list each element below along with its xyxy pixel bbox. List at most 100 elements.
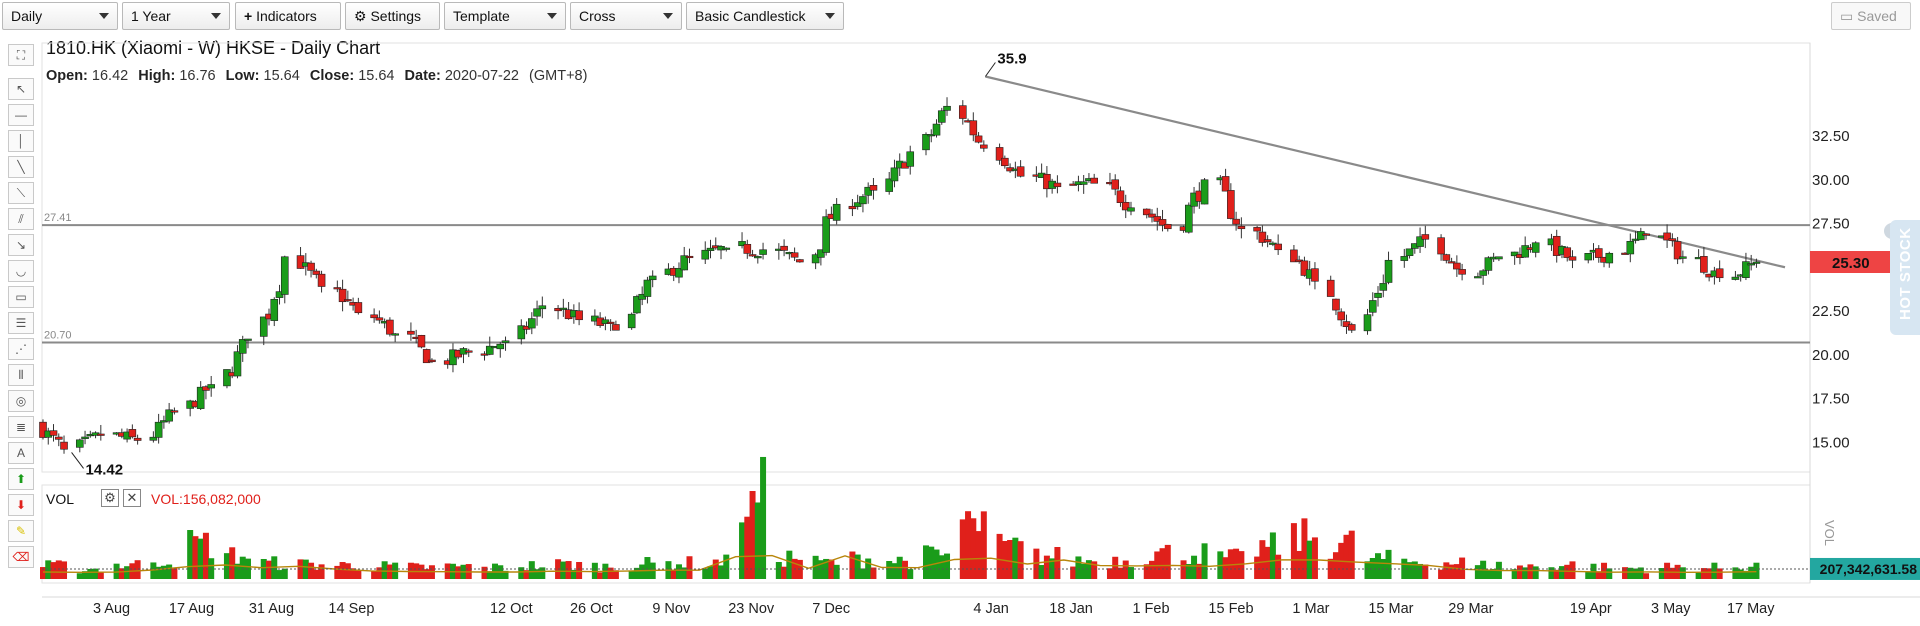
volume-bar	[40, 567, 46, 579]
x-tick-label: 9 Nov	[652, 601, 691, 617]
highlighter-tool-icon[interactable]: ✎	[8, 520, 34, 542]
y-tick-label: 20.00	[1812, 347, 1850, 364]
volume-bar	[50, 562, 57, 579]
volume-bar	[1711, 562, 1718, 579]
candle-body	[1447, 261, 1456, 264]
arrow-down-tool-icon[interactable]: ⬇	[8, 494, 34, 516]
ray-tool-icon[interactable]: ⟍	[8, 182, 34, 204]
candle-body	[464, 350, 473, 353]
saved-button[interactable]: ▭ Saved	[1831, 2, 1911, 30]
candle-body	[748, 254, 757, 257]
volume-bar	[938, 555, 945, 579]
candle-body	[1679, 256, 1687, 259]
arrow-up-tool-icon[interactable]: ⬆	[8, 468, 34, 490]
parallel-channel-tool-icon[interactable]: ⫽	[8, 208, 34, 230]
volume-close-icon[interactable]: ✕	[123, 489, 141, 507]
candle-body	[1253, 227, 1261, 232]
volume-bar	[1417, 563, 1424, 579]
trend-line-tool-icon[interactable]: ╲	[8, 156, 34, 178]
candle-body	[1347, 324, 1356, 331]
candle-body	[1121, 201, 1130, 211]
volume-bar	[1180, 560, 1187, 579]
candle-body	[1116, 190, 1125, 204]
speed-lines-tool-icon[interactable]: ≣	[8, 416, 34, 438]
range-select[interactable]: 1 Year	[122, 2, 230, 30]
volume-bar	[502, 570, 509, 579]
candle-body	[1053, 182, 1062, 188]
volume-bar	[1054, 547, 1061, 579]
indicators-label: Indicators	[256, 8, 317, 24]
gann-grid-tool-icon[interactable]: ⦀	[8, 364, 34, 386]
candle-body	[354, 302, 363, 314]
x-tick-label: 29 Mar	[1448, 601, 1493, 617]
volume-bar	[1453, 564, 1460, 579]
eraser-tool-icon[interactable]: ⌫	[8, 546, 34, 568]
volume-bar	[1658, 568, 1665, 579]
volume-bar	[854, 554, 861, 579]
candle-body	[811, 254, 820, 264]
candle-body	[1342, 321, 1351, 328]
volume-bar	[901, 560, 908, 579]
text-tool-icon[interactable]: A	[8, 442, 34, 464]
volume-bar	[308, 562, 315, 579]
candle-body	[1384, 259, 1393, 283]
volume-bar	[1385, 549, 1392, 579]
volume-bar	[1627, 567, 1634, 579]
crosshair-select[interactable]: Cross	[570, 2, 682, 30]
high-value: 16.76	[179, 68, 216, 84]
hot-stock-tab[interactable]: HOT STOCK	[1890, 220, 1920, 335]
trend-line	[985, 75, 1786, 269]
volume-bar	[980, 511, 987, 579]
volume-bar	[1159, 548, 1166, 579]
horizontal-line-tool-icon[interactable]: —	[8, 104, 34, 126]
candle-body	[538, 305, 547, 310]
candle-body	[1715, 268, 1724, 279]
volume-bar	[633, 567, 640, 579]
volume-bar	[523, 570, 530, 579]
pointer-tool-icon[interactable]: ↖	[8, 78, 34, 100]
fan-tool-icon[interactable]: ⋰	[8, 338, 34, 360]
settings-button[interactable]: ⚙ Settings	[345, 2, 440, 30]
arc-tool-icon[interactable]: ◡	[8, 260, 34, 282]
vertical-line-tool-icon[interactable]: │	[8, 130, 34, 152]
saved-label: Saved	[1857, 8, 1897, 24]
arrow-line-tool-icon[interactable]: ↘	[8, 234, 34, 256]
volume-settings-gear-icon[interactable]: ⚙	[101, 489, 119, 507]
volume-bar	[344, 563, 351, 579]
interval-select[interactable]: Daily	[2, 2, 118, 30]
candle-body	[280, 256, 289, 295]
circle-tool-icon[interactable]: ◎	[8, 390, 34, 412]
candle-body	[1453, 262, 1461, 270]
indicators-button[interactable]: + Indicators	[235, 2, 341, 30]
volume-bar	[1332, 552, 1339, 579]
volume-bar	[628, 570, 635, 579]
volume-bar	[1012, 537, 1019, 579]
volume-bar	[1375, 553, 1382, 579]
candle-body	[170, 410, 179, 413]
candle-body	[501, 340, 510, 343]
volume-bar	[1474, 565, 1481, 579]
volume-bar	[1569, 561, 1576, 579]
chart-style-select[interactable]: Basic Candlestick	[686, 2, 844, 30]
high-annotation-label: 35.9	[997, 51, 1026, 68]
template-select[interactable]: Template	[444, 2, 566, 30]
fullscreen-icon[interactable]: ⛶	[8, 44, 34, 66]
candle-body	[958, 105, 967, 119]
x-tick-label: 26 Oct	[570, 601, 613, 617]
x-tick-label: 7 Dec	[812, 601, 850, 617]
fibonacci-retracement-tool-icon[interactable]: ☰	[8, 312, 34, 334]
volume-bar	[1049, 558, 1056, 579]
rectangle-tool-icon[interactable]: ▭	[8, 286, 34, 308]
candle-body	[685, 255, 694, 259]
volume-bar	[576, 561, 583, 579]
candle-body	[1258, 231, 1267, 243]
last-price-label: 25.30	[1832, 255, 1870, 272]
volume-bar	[1401, 558, 1408, 579]
volume-bar	[944, 553, 951, 579]
candle-body	[344, 299, 352, 302]
candle-body	[943, 105, 951, 111]
candle-body	[233, 351, 242, 377]
volume-bar	[1191, 555, 1198, 579]
volume-bar	[1296, 550, 1303, 579]
